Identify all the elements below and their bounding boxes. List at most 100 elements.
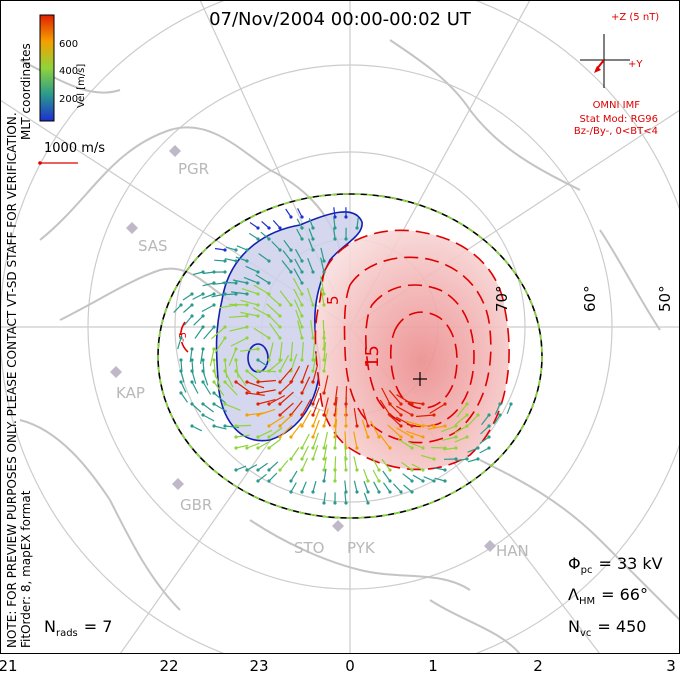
velocity-vector (379, 434, 391, 449)
station-gbr: GBR (172, 478, 212, 514)
velocity-vector (213, 381, 225, 396)
lambda-hm-stat: ΛHM = 66° (568, 585, 648, 607)
velocity-vector (192, 293, 204, 300)
velocity-vector (297, 320, 303, 339)
velocity-vector (269, 322, 281, 339)
velocity-vector (301, 445, 309, 460)
velocity-vector (248, 232, 259, 240)
velocity-vector (268, 438, 281, 449)
velocity-vector (442, 436, 457, 441)
velocity-vector (320, 247, 325, 262)
map-title: 07/Nov/2004 00:00-00:02 UT (209, 9, 472, 30)
velocity-vector (370, 420, 380, 438)
velocity-vector (201, 293, 215, 299)
velocity-vector (323, 444, 328, 460)
velocity-vector (427, 425, 446, 430)
velocity-vector (290, 422, 302, 438)
velocity-vector (224, 403, 241, 411)
velocity-vector (396, 427, 413, 438)
preview-watermark: NOTE: FOR PREVIEW PURPOSES ONLY. PLEASE … (5, 112, 19, 648)
velocity-vector (301, 376, 311, 394)
velocity-vector (235, 359, 239, 378)
velocity-vector (283, 239, 292, 251)
velocity-vector (393, 483, 402, 493)
velocity-vector (191, 425, 203, 432)
velocity-vector (292, 277, 303, 295)
velocity-vector (191, 403, 202, 413)
velocity-vector (194, 326, 204, 339)
velocity-vector (246, 464, 258, 471)
svg-text:3: 3 (666, 657, 676, 674)
svg-text:15: 15 (362, 345, 383, 368)
velocity-vector (423, 476, 435, 482)
velocity-vector (344, 456, 347, 471)
velocity-vector (232, 279, 248, 284)
velocity-vector (363, 468, 369, 482)
velocity-vector (434, 477, 446, 482)
velocity-vector (224, 370, 234, 388)
velocity-vector (235, 424, 252, 427)
velocity-vector (230, 337, 248, 347)
velocity-vector (228, 303, 248, 306)
velocity-vector (257, 399, 276, 405)
velocity-vector (333, 217, 336, 229)
velocity-vector (371, 457, 380, 471)
positive-potential-cell: 5 15 -5 (178, 229, 510, 471)
velocity-vector (301, 364, 309, 383)
velocity-vector (235, 465, 247, 471)
velocity-vector (290, 342, 294, 361)
velocity-vector (213, 425, 227, 430)
velocity-vector (412, 474, 424, 482)
velocity-vector (493, 414, 501, 425)
velocity-vector (296, 218, 303, 229)
velocity-vector (241, 288, 259, 295)
velocity-vector (312, 364, 319, 383)
velocity-vector (381, 387, 391, 405)
fit-statistics: Φpc = 33 kV ΛHM = 66° Nvc = 450 Nrads = 7 (44, 554, 663, 639)
svg-text:+Z (5 nT): +Z (5 nT) (611, 12, 659, 23)
svg-text:Bz-/By-, 0<BT<4: Bz-/By-, 0<BT<4 (574, 126, 658, 137)
svg-text:5: 5 (324, 295, 342, 305)
velocity-vector (344, 480, 347, 493)
velocity-vector (388, 389, 402, 405)
velocity-vector (224, 381, 238, 396)
velocity-vector (301, 342, 304, 361)
station-kap: KAP (110, 366, 145, 402)
velocity-vector (363, 492, 369, 504)
velocity-vector (235, 370, 247, 387)
velocity-vector (441, 425, 457, 433)
velocity-vector (301, 457, 309, 471)
potential-max-marker (413, 372, 427, 386)
velocity-vector (308, 238, 314, 251)
velocity-vector (480, 425, 490, 435)
svg-text:Stat Mod: RG96: Stat Mod: RG96 (579, 114, 658, 125)
velocity-vector (279, 391, 294, 405)
velocity-vector (213, 392, 227, 404)
velocity-vector (225, 246, 237, 251)
velocity-vector (257, 429, 273, 438)
velocity-vector (180, 392, 188, 403)
velocity-vector (257, 440, 271, 449)
velocity-vector (344, 443, 347, 460)
scale-vector: 1000 m/s (38, 141, 105, 165)
velocity-vector (323, 456, 327, 471)
velocity-vector (214, 337, 226, 354)
velocity-vector (203, 326, 215, 340)
velocity-vector (406, 430, 424, 438)
velocity-vector (294, 299, 303, 317)
velocity-vector (290, 447, 300, 460)
svg-text:70°: 70° (493, 285, 511, 312)
velocity-vector (420, 454, 435, 460)
velocity-vector (353, 431, 358, 449)
svg-text:1000 m/s: 1000 m/s (44, 141, 105, 156)
velocity-vector (202, 370, 209, 386)
velocity-vector (235, 381, 251, 393)
velocity-vector (235, 434, 250, 438)
velocity-vector (282, 250, 292, 262)
velocity-vector (200, 348, 204, 364)
velocity-vector (387, 424, 402, 438)
velocity-vector (183, 315, 193, 326)
velocity-vector (261, 220, 270, 229)
velocity-vector (323, 353, 328, 372)
velocity-vector (253, 327, 270, 339)
